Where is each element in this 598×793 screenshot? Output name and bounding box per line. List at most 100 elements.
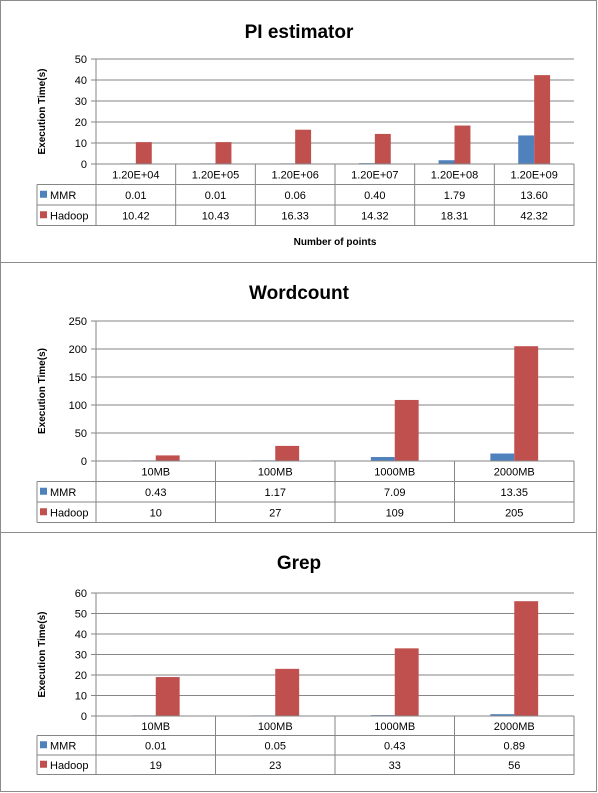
hadoop-bar	[454, 125, 471, 164]
y-tick-label: 100	[69, 400, 87, 412]
hadoop-bar	[534, 75, 551, 164]
data-label: 33	[389, 760, 401, 772]
data-label: 10.43	[202, 210, 230, 222]
y-tick-label: 50	[75, 428, 87, 440]
grep-svg: Grep Execution Time(s) 0 10 20 30 40 50 60 10MB 10…	[36, 553, 575, 775]
data-label: 0.43	[145, 487, 166, 499]
data-label: 0.01	[125, 190, 146, 202]
legend-entry: MMR	[50, 740, 76, 752]
x-tick-label: 1.20E+09	[510, 169, 557, 181]
y-tick-label: 20	[75, 117, 87, 129]
y-tick-label: 30	[75, 96, 87, 108]
data-label: 7.09	[384, 487, 405, 499]
y-tick-label: 0	[81, 456, 87, 468]
chart-title: Wordcount	[249, 283, 350, 304]
hadoop-bar	[275, 668, 300, 716]
hadoop-bar	[514, 601, 539, 716]
x-tick-label: 100MB	[258, 721, 293, 733]
x-tick-label: 1.20E+04	[112, 169, 159, 181]
x-tick-label: 1.20E+05	[192, 169, 239, 181]
legend-entry: Hadoop	[50, 507, 89, 519]
y-tick-label: 250	[69, 316, 87, 328]
data-label: 1.79	[444, 190, 465, 202]
y-tick-label: 50	[75, 54, 87, 66]
hadoop-bar	[155, 677, 180, 716]
data-label: 0.43	[384, 740, 405, 752]
hadoop-legend-swatch	[40, 508, 47, 516]
y-tick-label: 200	[69, 344, 87, 356]
data-label: 0.06	[284, 190, 305, 202]
hadoop-legend-swatch	[40, 211, 47, 219]
y-tick-label: 40	[75, 75, 87, 87]
y-tick-label: 10	[75, 691, 87, 703]
data-label: 205	[505, 507, 523, 519]
x-tick-label: 1000MB	[374, 721, 415, 733]
y-tick-label: 10	[75, 138, 87, 150]
y-tick-label: 150	[69, 372, 87, 384]
chart-title: PI estimator	[245, 22, 354, 43]
hadoop-bar	[514, 346, 539, 461]
mmr-legend-swatch	[40, 487, 47, 495]
y-tick-label: 50	[75, 609, 87, 621]
data-label: 18.31	[441, 210, 469, 222]
x-tick-label: 1.20E+06	[271, 169, 318, 181]
y-tick-label: 40	[75, 629, 87, 641]
data-label: 19	[150, 760, 162, 772]
data-label: 0.01	[145, 740, 166, 752]
pi-estimator-svg: PI estimator Execution Time(s) 0 10 20 30 40 50…	[36, 22, 575, 248]
x-tick-label: 1.20E+08	[431, 169, 478, 181]
y-tick-label: 0	[81, 711, 87, 723]
data-label: 0.40	[364, 190, 385, 202]
hadoop-bar	[394, 399, 419, 461]
x-tick-label: 2000MB	[494, 721, 535, 733]
data-label: 13.35	[500, 487, 528, 499]
hadoop-bar	[135, 142, 152, 164]
mmr-legend-swatch	[40, 190, 47, 198]
hadoop-bar	[215, 142, 232, 164]
legend-entry: Hadoop	[50, 760, 89, 772]
mmr-bar	[490, 453, 515, 461]
data-label: 23	[269, 760, 281, 772]
data-label: 109	[386, 507, 404, 519]
y-tick-label: 0	[81, 159, 87, 171]
data-label: 0.01	[205, 190, 226, 202]
data-label: 1.17	[265, 487, 286, 499]
legend-entry: Hadoop	[50, 210, 89, 222]
chart-title: Grep	[277, 553, 321, 574]
y-tick-label: 30	[75, 650, 87, 662]
data-label: 42.32	[520, 210, 548, 222]
data-label: 16.33	[281, 210, 309, 222]
y-axis-label: Execution Time(s)	[37, 348, 48, 434]
x-tick-label: 10MB	[141, 466, 170, 478]
legend-entry: MMR	[50, 190, 76, 202]
hadoop-bar	[394, 648, 419, 716]
y-axis-label: Execution Time(s)	[37, 612, 48, 698]
grep-chart: Grep Execution Time(s) 0 10 20 30 40 50 60 10MB 10…	[0, 532, 597, 792]
x-tick-label: 10MB	[141, 721, 170, 733]
hadoop-bar	[155, 455, 180, 461]
y-axis-label: Execution Time(s)	[37, 69, 48, 155]
mmr-bar	[490, 714, 515, 716]
data-label: 14.32	[361, 210, 389, 222]
x-tick-label: 100MB	[258, 466, 293, 478]
data-label: 27	[269, 507, 281, 519]
data-label: 0.89	[504, 740, 525, 752]
y-tick-label: 20	[75, 670, 87, 682]
x-axis-label: Number of points	[294, 237, 377, 248]
data-label: 10.42	[122, 210, 150, 222]
x-tick-label: 1.20E+07	[351, 169, 398, 181]
data-label: 13.60	[520, 190, 548, 202]
y-tick-label: 60	[75, 588, 87, 600]
data-label: 0.05	[265, 740, 286, 752]
hadoop-bar	[275, 445, 300, 461]
wordcount-chart: Wordcount Execution Time(s) 0 50 100 150 200 25…	[0, 262, 597, 533]
mmr-bar	[370, 457, 395, 461]
x-tick-label: 2000MB	[494, 466, 535, 478]
mmr-bar	[438, 160, 455, 164]
mmr-bar	[518, 135, 535, 164]
wordcount-svg: Wordcount Execution Time(s) 0 50 100 150 200 25…	[36, 283, 575, 523]
mmr-legend-swatch	[40, 741, 47, 749]
data-label: 56	[508, 760, 520, 772]
hadoop-legend-swatch	[40, 760, 47, 768]
x-tick-label: 1000MB	[374, 466, 415, 478]
